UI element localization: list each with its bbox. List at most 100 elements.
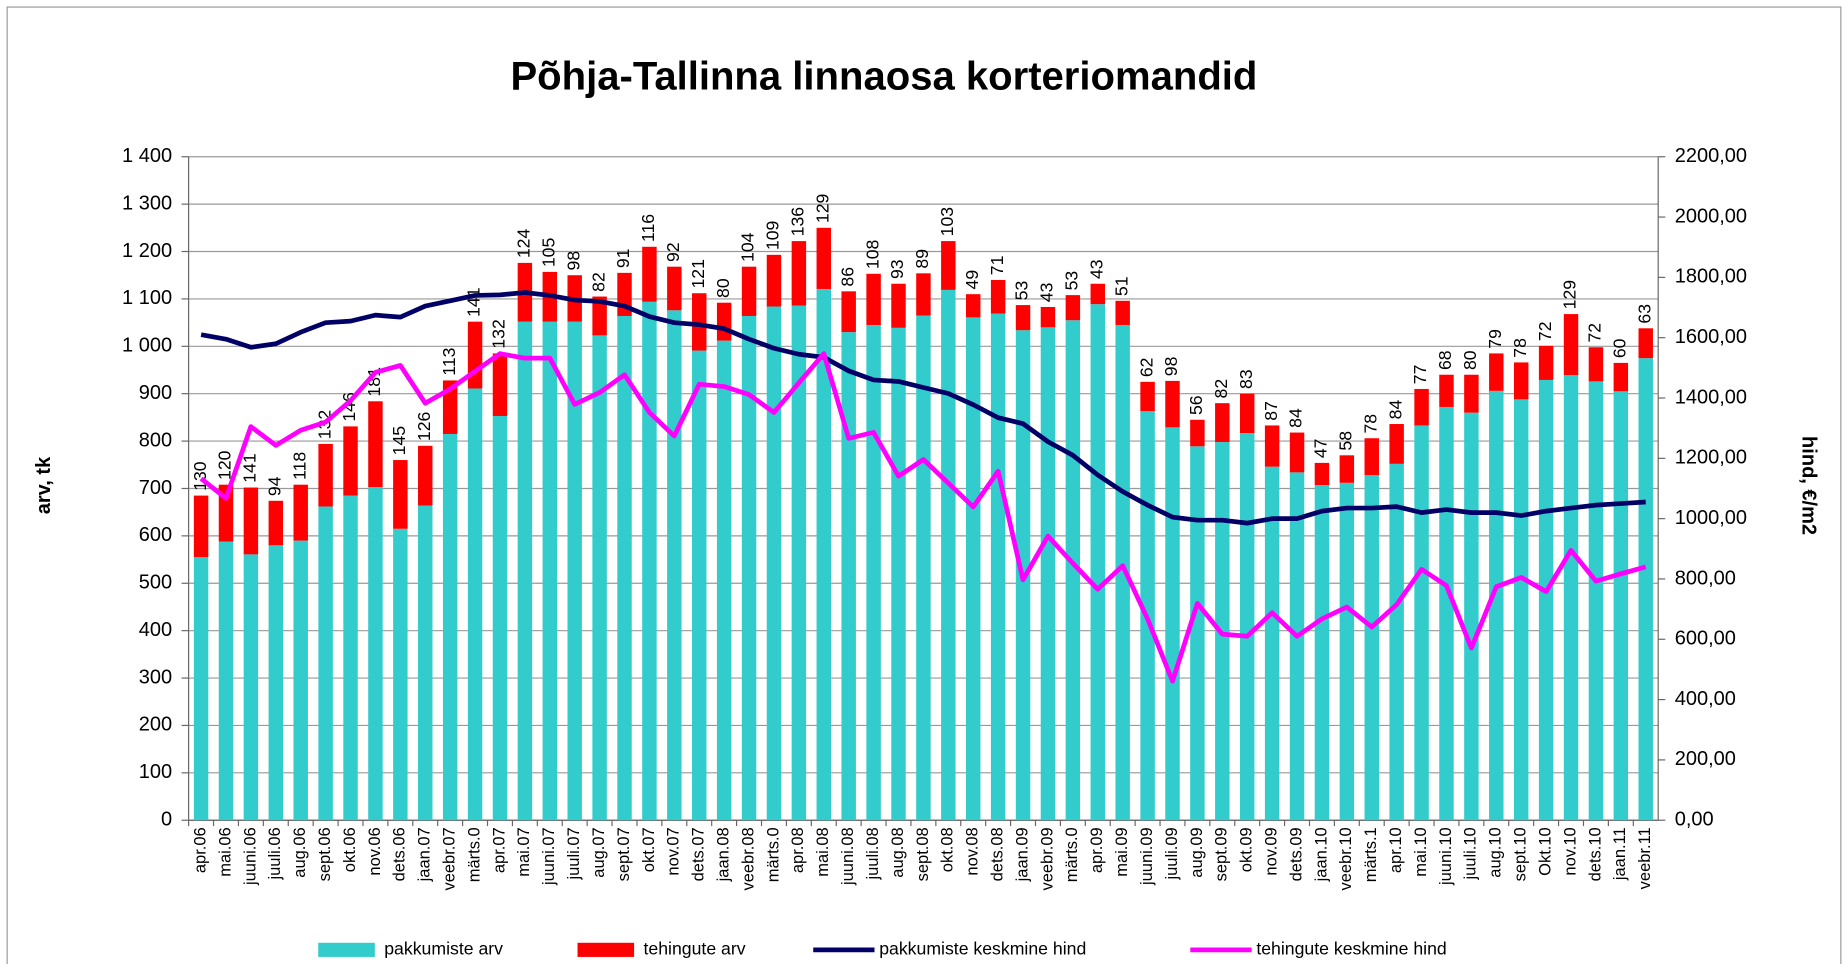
bar — [941, 289, 956, 821]
x-tick-label: mai.10 — [1412, 827, 1430, 876]
data-label: 98 — [1161, 356, 1181, 376]
bar — [368, 487, 383, 821]
data-label: 129 — [812, 194, 832, 223]
bar — [791, 305, 807, 821]
x-tick-label: juuni.10 — [1437, 827, 1455, 886]
y-tick-label: 600 — [139, 524, 172, 546]
y-tick-label: 1 300 — [122, 192, 172, 214]
bar — [1414, 425, 1429, 821]
bar — [716, 302, 732, 341]
bar — [268, 500, 284, 546]
bar — [1464, 374, 1479, 413]
bar — [1289, 472, 1305, 821]
y-tick-label: 1 000 — [122, 335, 172, 357]
data-label: 83 — [1236, 369, 1256, 389]
y2-tick-label: 1000,00 — [1675, 507, 1747, 529]
y-tick-label: 1 100 — [122, 287, 172, 309]
x-tick-label: mai.09 — [1113, 827, 1131, 876]
bar — [791, 241, 807, 306]
bar — [1090, 283, 1105, 305]
bar — [268, 545, 284, 821]
data-label: 43 — [1086, 259, 1106, 279]
bar — [841, 291, 856, 333]
bar — [343, 426, 358, 496]
x-tick-label: sept.09 — [1213, 827, 1231, 881]
data-label: 121 — [688, 259, 708, 288]
bar — [1489, 390, 1504, 821]
data-label: 84 — [1385, 399, 1405, 419]
bar — [1638, 358, 1653, 821]
y-tick-label: 1 200 — [122, 240, 172, 262]
bar — [1364, 475, 1379, 821]
data-label: 93 — [887, 259, 907, 279]
bar — [1239, 393, 1255, 434]
y2-tick-label: 800,00 — [1675, 567, 1736, 589]
bar — [442, 380, 458, 434]
data-label: 89 — [912, 249, 932, 269]
data-label: 120 — [215, 450, 235, 480]
x-tick-label: juuli.07 — [565, 827, 583, 880]
data-label: 130 — [190, 461, 210, 491]
bar — [467, 321, 483, 389]
bar — [1264, 425, 1280, 467]
bar — [1389, 424, 1404, 464]
bar — [368, 401, 383, 488]
data-label: 43 — [1037, 282, 1057, 302]
bar — [1563, 314, 1579, 376]
bar — [716, 340, 732, 821]
data-label: 116 — [638, 214, 658, 242]
bar — [1538, 379, 1554, 821]
bar — [492, 353, 508, 416]
data-label: 84 — [1286, 408, 1306, 428]
legend-label: pakkumiste arv — [384, 939, 503, 959]
bar — [1090, 304, 1105, 821]
y-tick-label: 300 — [139, 666, 172, 688]
bar — [692, 350, 707, 821]
y-tick-label: 800 — [139, 429, 172, 451]
data-label: 92 — [663, 242, 683, 262]
data-label: 82 — [588, 272, 608, 292]
bar — [1140, 381, 1155, 412]
bar — [393, 528, 408, 821]
bar — [1165, 427, 1180, 821]
x-tick-label: nov.06 — [366, 827, 384, 875]
data-label: 72 — [1585, 323, 1605, 343]
bar — [193, 557, 209, 821]
bar — [891, 327, 906, 821]
bar — [1215, 403, 1230, 443]
bar — [243, 487, 259, 555]
bar — [966, 294, 981, 318]
data-label: 78 — [1510, 338, 1530, 358]
line — [199, 351, 1647, 684]
data-label: 129 — [1560, 280, 1580, 309]
bar — [642, 301, 657, 821]
y-tick-label: 500 — [139, 572, 172, 594]
x-tick-label: dets.10 — [1586, 827, 1604, 881]
data-label: 77 — [1410, 365, 1430, 385]
data-label: 62 — [1136, 357, 1156, 377]
y-tick-label: 200 — [139, 714, 172, 736]
data-label: 72 — [1535, 321, 1555, 341]
x-tick-label: juuni.07 — [540, 827, 558, 886]
data-label: 136 — [788, 207, 808, 237]
bar — [966, 317, 981, 821]
y2-tick-label: 2000,00 — [1675, 205, 1747, 227]
data-label: 80 — [713, 278, 733, 298]
y2-tick-label: 2200,00 — [1675, 145, 1747, 167]
bar — [1264, 466, 1280, 821]
bar — [1513, 362, 1529, 400]
x-tick-label: aug.07 — [590, 827, 608, 877]
y2-tick-label: 1400,00 — [1675, 386, 1747, 408]
bar — [592, 296, 607, 336]
bar — [467, 388, 483, 821]
x-tick-label: juuli.10 — [1462, 827, 1480, 880]
bar — [1239, 433, 1255, 821]
bar — [916, 315, 931, 821]
bar — [741, 266, 757, 316]
chart-title: Põhja-Tallinna linnaosa korteriomandid — [510, 55, 1257, 99]
data-label: 145 — [389, 426, 409, 456]
x-tick-label: nov.09 — [1262, 827, 1280, 875]
data-label: 53 — [1062, 271, 1082, 291]
bar — [1115, 324, 1130, 821]
legend-swatch — [318, 942, 375, 957]
